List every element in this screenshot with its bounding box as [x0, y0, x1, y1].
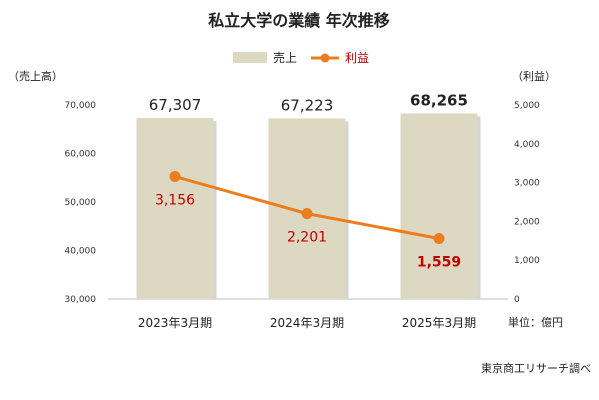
unit-note: 単位：億円	[508, 315, 563, 329]
y-right-tick-label: 1,000	[514, 256, 540, 266]
profit-point	[301, 208, 313, 220]
sales-bar	[400, 113, 478, 299]
y-right-tick-label: 4,000	[514, 140, 540, 150]
category-label: 2024年3月期	[270, 316, 344, 330]
profit-point-label: 3,156	[155, 193, 195, 209]
y-left-tick-label: 40,000	[65, 247, 97, 257]
legend-bar-label: 売上	[273, 50, 297, 65]
source-note: 東京商工リサーチ調べ	[481, 361, 591, 375]
profit-labels: 3,156 2,201 1,559	[155, 193, 461, 271]
bar-labels: 67,307 67,223 68,265	[149, 91, 468, 114]
profit-point-label: 1,559	[417, 255, 461, 271]
legend-line-label: 利益	[345, 51, 369, 65]
y-left-tick-label: 50,000	[65, 198, 97, 208]
sales-bar	[136, 118, 214, 299]
y-left-ticks: 30,000 40,000 50,000 60,000 70,000	[65, 101, 97, 305]
y-right-tick-label: 2,000	[514, 217, 540, 227]
legend-line-marker	[320, 53, 330, 63]
y-right-tick-label: 0	[514, 295, 520, 305]
legend: 売上 利益	[233, 50, 369, 65]
profit-line	[169, 171, 445, 245]
profit-point-label: 2,201	[287, 230, 327, 246]
sales-bar-label: 67,307	[149, 96, 202, 114]
category-labels: 2023年3月期 2024年3月期 2025年3月期	[138, 316, 476, 330]
y-right-ticks: 0 1,000 2,000 3,000 4,000 5,000	[514, 101, 540, 305]
legend-bar-swatch	[233, 52, 267, 63]
y-left-tick-label: 70,000	[65, 101, 97, 111]
y-left-tick-label: 30,000	[65, 295, 97, 305]
y-left-axis-title: （売上高）	[8, 69, 63, 83]
y-right-tick-label: 3,000	[514, 179, 540, 189]
y-right-tick-label: 5,000	[514, 101, 540, 111]
y-right-axis-title: （利益）	[512, 69, 556, 83]
profit-point	[433, 233, 445, 245]
sales-bar-label: 68,265	[410, 91, 468, 109]
category-label: 2023年3月期	[138, 316, 212, 330]
category-label: 2025年3月期	[402, 316, 476, 330]
profit-point	[169, 171, 181, 183]
sales-bar-label: 67,223	[281, 96, 334, 114]
chart-title: 私立大学の業績 年次推移	[208, 11, 390, 30]
y-left-tick-label: 60,000	[65, 150, 97, 160]
